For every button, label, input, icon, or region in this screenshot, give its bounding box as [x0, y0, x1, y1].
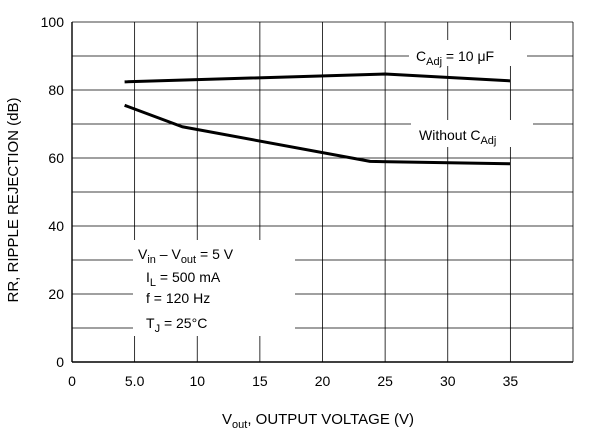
- series-label-cadj: CAdj = 10 μF: [416, 48, 494, 68]
- y-tick-label: 40: [48, 218, 64, 234]
- condition-line: Vin – Vout = 5 V: [138, 246, 234, 266]
- y-tick-label: 80: [48, 82, 64, 98]
- x-tick-label: 20: [315, 373, 331, 389]
- tick-labels: 0 20 40 60 80 100 0 5.0 10 15 20 25 30 35: [41, 14, 519, 389]
- condition-line: f = 120 Hz: [146, 290, 210, 306]
- axes: [71, 21, 574, 363]
- condition-line: TJ = 25°C: [146, 315, 207, 335]
- x-tick-label: 30: [440, 373, 456, 389]
- y-tick-label: 100: [41, 14, 65, 30]
- x-tick-label: 0: [68, 373, 76, 389]
- x-tick-label: 15: [252, 373, 268, 389]
- y-tick-label: 20: [48, 286, 64, 302]
- condition-line: IL = 500 mA: [146, 269, 221, 289]
- x-tick-label: 25: [377, 373, 393, 389]
- annotations: CAdj = 10 μF Without CAdj Vin – Vout = 5 V…: [133, 40, 533, 336]
- x-tick-label: 5.0: [125, 373, 145, 389]
- x-tick-label: 10: [189, 373, 205, 389]
- y-axis-label: RR, RIPPLE REJECTION (dB): [5, 97, 22, 302]
- y-tick-label: 0: [56, 354, 64, 370]
- series-label-bg-without: [411, 120, 533, 147]
- series-lines: [124, 72, 511, 166]
- series-line-0: [124, 72, 511, 84]
- conditions-box: [133, 240, 295, 336]
- series-label-bg-cadj: [409, 40, 527, 66]
- series-line-1: [124, 103, 511, 166]
- series-label-without-cadj: Without CAdj: [419, 127, 496, 147]
- x-axis-label: Vout, OUTPUT VOLTAGE (V): [222, 411, 414, 430]
- x-tick-label: 35: [503, 373, 519, 389]
- y-tick-label: 60: [48, 150, 64, 166]
